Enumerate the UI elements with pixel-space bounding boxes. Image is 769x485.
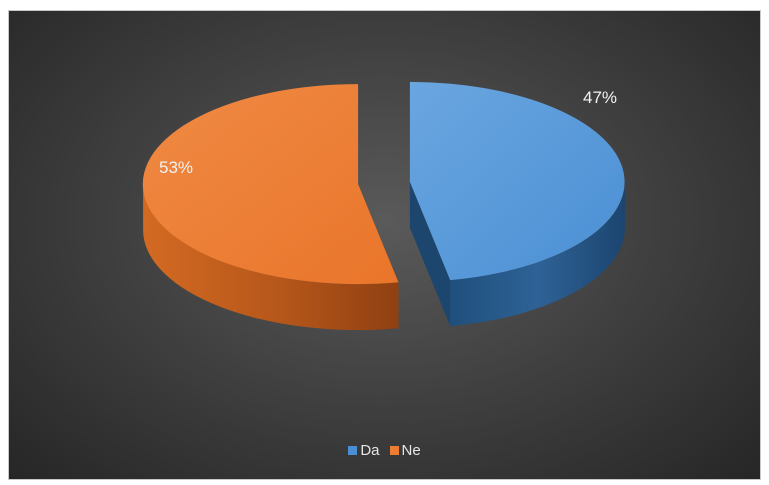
slice-side-ne bbox=[143, 184, 399, 331]
legend-swatch-ne bbox=[389, 446, 399, 455]
data-label-da: 47% bbox=[583, 88, 617, 107]
slice-side-da bbox=[450, 181, 625, 327]
data-label-ne: 53% bbox=[159, 158, 193, 177]
slice-top-ne bbox=[142, 84, 399, 285]
slice-wall-da bbox=[409, 181, 451, 327]
legend-item-da: Da bbox=[348, 442, 380, 459]
chart-legend: Da Ne bbox=[9, 442, 760, 459]
legend-item-ne: Ne bbox=[389, 442, 421, 459]
legend-label-ne: Ne bbox=[401, 442, 421, 459]
pie-slice-ne: 53% bbox=[142, 84, 399, 331]
legend-swatch-da bbox=[348, 446, 358, 455]
pie-slice-da: 47% bbox=[409, 81, 625, 327]
slice-top-da bbox=[409, 81, 625, 281]
chart-area: 47% 53% Da Ne bbox=[8, 10, 761, 480]
pie-chart: 47% 53% bbox=[142, 81, 625, 331]
legend-label-da: Da bbox=[360, 442, 380, 459]
